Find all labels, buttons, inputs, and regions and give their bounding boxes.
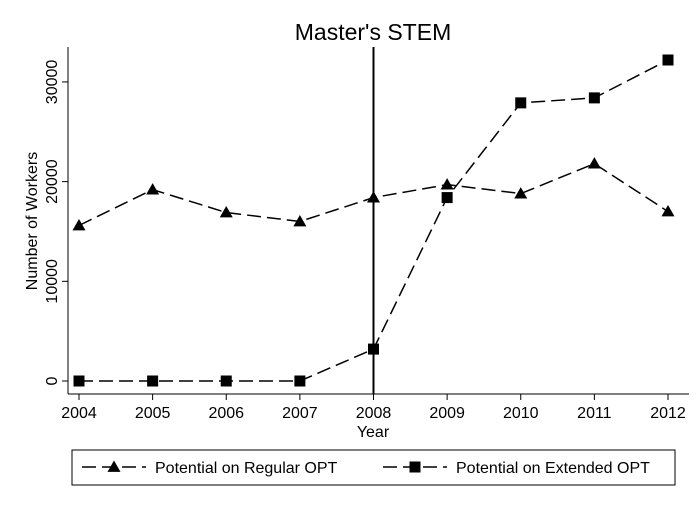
data-point-square (147, 375, 159, 387)
y-tick-label: 30000 (44, 60, 61, 105)
x-tick-label: 2004 (61, 405, 97, 422)
y-tick-label: 10000 (44, 259, 61, 304)
x-tick-label: 2005 (135, 405, 171, 422)
legend-marker-triangle (107, 460, 121, 472)
data-point-triangle (661, 205, 675, 217)
data-point-triangle (514, 187, 528, 199)
data-point-square (588, 92, 600, 104)
x-tick-label: 2012 (650, 405, 686, 422)
legend: Potential on Regular OPT Potential on Ext… (71, 449, 676, 486)
legend-items: Potential on Regular OPT Potential on Ext… (82, 460, 650, 477)
x-tick-label: 2009 (429, 405, 465, 422)
legend-marker-square (409, 461, 421, 473)
data-point-triangle (146, 183, 160, 195)
data-point-triangle (293, 215, 307, 227)
x-tick-label: 2007 (282, 405, 318, 422)
data-point-square (220, 375, 232, 387)
legend-label-square: Potential on Extended OPT (456, 460, 650, 477)
data-point-triangle (587, 157, 601, 169)
y-tick-label: 20000 (44, 159, 61, 204)
y-tick-label: 0 (44, 376, 61, 385)
x-tick-label: 2010 (503, 405, 539, 422)
legend-box (71, 449, 676, 486)
data-point-square (294, 375, 306, 387)
chart-title: Master's STEM (295, 19, 451, 45)
data-point-square (515, 97, 527, 109)
x-axis-label: Year (357, 424, 390, 441)
data-point-triangle (440, 178, 454, 190)
y-ticks: 0 10000 20000 30000 (44, 60, 68, 385)
data-point-triangle (219, 206, 233, 218)
y-axis-label: Number of Workers (24, 152, 41, 290)
x-tick-label: 2011 (577, 405, 612, 422)
x-ticks: 2004 2005 2006 2007 2008 2009 2010 2011 2012 (61, 394, 686, 422)
data-point-triangle (72, 218, 86, 231)
x-tick-label: 2008 (356, 405, 392, 422)
legend-label-triangle: Potential on Regular OPT (155, 460, 338, 477)
data-point-square (73, 375, 85, 387)
x-tick-label: 2006 (208, 405, 244, 422)
data-point-square (662, 54, 674, 66)
data-point-square (441, 192, 453, 204)
